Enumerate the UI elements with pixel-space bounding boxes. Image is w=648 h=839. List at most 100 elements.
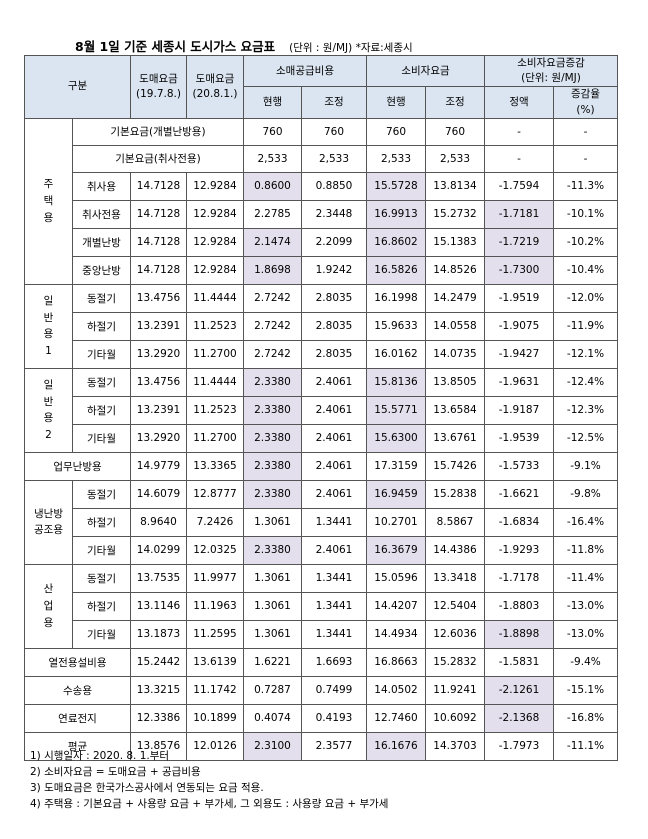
rate-value: 15.8136 [366,367,426,397]
rate-table: 구분 도매요금 (19.7.8.) 도매요금 (20.8.1.) 소매공급비용 소비자요금 소… [24,54,618,761]
header-adjusted: 조정 [425,86,485,119]
wholesale-new-value: 11.4444 [186,367,244,397]
rate-value: 760 [243,117,302,146]
header-wholesale-new: 도매요금 (20.8.1.) [186,55,244,119]
rate-value: 14.4934 [366,619,426,649]
row-label: 평균 [24,731,131,761]
rate-value: 13.8134 [425,171,485,201]
rate-value: 2.3380 [243,367,302,397]
row-label: 하절기 [72,507,131,537]
row-label: 하절기 [72,591,131,621]
rate-value: 16.0162 [366,339,426,369]
change-rate: -12.1% [553,339,618,369]
change-amount: -1.9187 [484,395,554,425]
rate-value: 15.0596 [366,563,426,593]
rate-value: 15.5728 [366,171,426,201]
wholesale-new-value: 11.2700 [186,423,244,453]
rate-value: 15.1383 [425,227,485,257]
rate-value: 1.3061 [243,563,302,593]
wholesale-old-value: 13.4756 [130,367,187,397]
header-current: 현행 [366,86,426,119]
change-amount: -1.7594 [484,171,554,201]
change-rate: -10.1% [553,199,618,229]
header-consumer: 소비자요금 [366,54,485,88]
row-label: 동절기 [72,563,131,593]
wholesale-old-value: 13.8576 [130,731,187,761]
change-amount: -1.5733 [484,451,554,481]
row-label: 업무난방용 [24,451,131,481]
change-rate: -10.2% [553,227,618,257]
table-row: 현행 조정 현행 조정 정액 증감율 (%) [25,86,618,119]
table-row: 취사용 14.7128 12.9284 0.8600 0.8850 15.5728 13.8… [25,171,618,201]
rate-value: 13.8505 [425,367,485,397]
change-amount: -1.8803 [484,591,554,621]
rate-value: 2.4061 [301,451,367,481]
rate-value: 13.3418 [425,563,485,593]
wholesale-old-value: 13.1146 [130,591,187,621]
row-label: 동절기 [72,479,131,509]
rate-value: 2.2785 [243,199,302,229]
rate-value: 15.7426 [425,451,485,481]
change-amount: -1.9631 [484,367,554,397]
rate-value: 2.3448 [301,199,367,229]
wholesale-old-value: 14.7128 [130,255,187,285]
rate-value: 2,533 [425,144,485,173]
rate-value: 2,533 [366,144,426,173]
rate-value: 16.1676 [366,731,426,761]
rate-value: 8.5867 [425,507,485,537]
row-label: 개별난방 [72,227,131,257]
rate-value: 2.3380 [243,535,302,565]
rate-value: 16.9459 [366,479,426,509]
change-rate: - [553,144,618,173]
rate-value: 0.8600 [243,171,302,201]
page-title: 8월 1일 기준 세종시 도시가스 요금표 (단위 : 원/MJ) *자료:세종시 [75,39,413,54]
rate-value: 11.9241 [425,675,485,705]
wholesale-new-value: 12.9284 [186,255,244,285]
change-rate: -11.9% [553,311,618,341]
rate-value: 10.6092 [425,703,485,733]
table-row: 일 반 용 1 동절기 13.4756 11.4444 2.7242 2.8035 16.1998… [24,283,618,369]
change-rate: -12.5% [553,423,618,453]
table-row: 기타월 13.2920 11.2700 2.3380 2.4061 15.6300 13.6… [25,423,618,453]
row-label: 기본요금(취사전용) [72,144,244,173]
wholesale-new-value: 12.8777 [186,479,244,509]
rate-value: 2.3380 [243,451,302,481]
wholesale-old-value: 13.2391 [130,395,187,425]
wholesale-old-value: 8.9640 [130,507,187,537]
rate-value: 1.6693 [301,647,367,677]
wholesale-old-value: 13.2920 [130,339,187,369]
rate-value: 2.8035 [301,311,367,341]
wholesale-old-value: 13.1873 [130,619,187,649]
wholesale-new-value: 12.0325 [186,535,244,565]
header-adjusted: 조정 [301,86,367,119]
rate-value: 14.8526 [425,255,485,285]
wholesale-old-value: 14.7128 [130,199,187,229]
rate-value: 760 [366,117,426,146]
change-amount: -1.9075 [484,311,554,341]
rate-value: 760 [301,117,367,146]
wholesale-new-value: 10.1899 [186,703,244,733]
change-rate: -16.8% [553,703,618,733]
rate-value: 15.2732 [425,199,485,229]
wholesale-old-value: 13.2391 [130,311,187,341]
wholesale-old-value: 14.6079 [130,479,187,509]
rate-value: 2.4061 [301,395,367,425]
row-label: 취사전용 [72,199,131,229]
wholesale-new-value: 11.1963 [186,591,244,621]
change-amount: -1.9519 [484,283,554,313]
rate-value: 15.2838 [425,479,485,509]
rate-value: 0.7499 [301,675,367,705]
change-amount: -1.6834 [484,507,554,537]
rate-value: 2.7242 [243,311,302,341]
wholesale-new-value: 11.1742 [186,675,244,705]
wholesale-old-value: 13.4756 [130,283,187,313]
table-row: 기타월 13.1873 11.2595 1.3061 1.3441 14.4934 12.6… [25,619,618,649]
change-rate: -13.0% [553,591,618,621]
rate-value: 2.4061 [301,423,367,453]
rate-value: 16.1998 [366,283,426,313]
change-amount: -2.1261 [484,675,554,705]
row-label: 하절기 [72,395,131,425]
rate-value: 16.9913 [366,199,426,229]
table-row: 취사전용 14.7128 12.9284 2.2785 2.3448 16.9913 15.… [25,199,618,229]
